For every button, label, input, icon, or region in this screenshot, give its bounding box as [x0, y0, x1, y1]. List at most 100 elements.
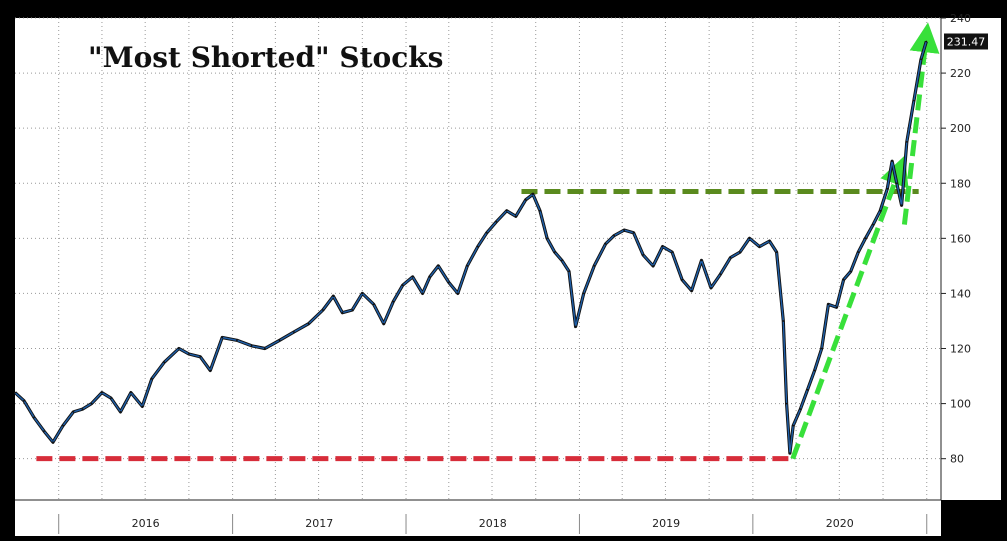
data-point: [849, 270, 852, 273]
data-point: [447, 281, 450, 284]
data-point: [361, 292, 364, 295]
data-point: [820, 347, 823, 350]
data-point: [188, 353, 190, 355]
trend-arrow: [901, 22, 940, 225]
data-point: [864, 237, 867, 240]
data-point: [322, 309, 324, 311]
data-point: [768, 240, 771, 243]
data-point: [485, 231, 488, 234]
data-point: [14, 391, 16, 394]
data-point: [891, 160, 893, 163]
data-point: [782, 320, 785, 322]
data-point: [895, 182, 898, 185]
data-point: [613, 234, 615, 237]
data-point: [178, 347, 180, 350]
data-point: [785, 402, 788, 405]
data-point: [514, 215, 517, 218]
data-point: [690, 289, 693, 292]
data-point: [671, 251, 673, 254]
data-point: [221, 336, 224, 339]
y-tick-label: 200: [950, 122, 971, 135]
data-point: [652, 265, 654, 267]
data-point: [119, 411, 122, 413]
data-point: [199, 355, 202, 358]
data-point: [293, 331, 295, 333]
data-point: [835, 306, 838, 309]
data-point: [476, 245, 479, 248]
data-point: [775, 251, 778, 254]
data-point: [719, 273, 722, 275]
data-point: [710, 287, 712, 289]
data-point: [925, 40, 928, 43]
data-point: [758, 245, 761, 248]
data-point: [913, 99, 915, 102]
data-point: [163, 361, 166, 364]
data-point: [920, 58, 922, 61]
chart-title: "Most Shorted" Stocks: [88, 41, 443, 74]
y-tick-label: 80: [950, 453, 964, 466]
annotations: [36, 22, 940, 462]
data-point: [700, 259, 703, 262]
last-value-label: 231.47: [947, 35, 986, 48]
y-tick-label: 140: [950, 287, 971, 300]
data-point: [842, 278, 845, 281]
data-point: [582, 292, 585, 295]
data-point: [110, 397, 112, 399]
x-tick-label: 2020: [826, 517, 854, 530]
data-point: [466, 265, 469, 267]
data-point: [341, 311, 344, 314]
data-point: [900, 204, 903, 207]
data-point: [827, 303, 830, 306]
data-point: [33, 416, 35, 419]
last-value-badge: [944, 33, 988, 50]
data-point: [43, 430, 45, 432]
x-tick-label: 2016: [132, 517, 160, 530]
data-point: [792, 424, 795, 427]
data-point: [278, 339, 281, 342]
data-point: [428, 276, 431, 278]
data-point: [209, 369, 212, 372]
data-point: [437, 265, 440, 267]
axes: 80 100 120 140 160 180 200 220 240 2016 2017 2018 20…: [15, 12, 988, 534]
grid: [15, 17, 941, 500]
data-point: [604, 243, 607, 245]
data-point: [799, 408, 802, 410]
data-point: [857, 251, 860, 254]
data-point: [372, 303, 375, 306]
x-axis-band: [15, 500, 941, 536]
x-tick-label: 2017: [305, 517, 333, 530]
data-point: [101, 391, 103, 394]
data-point: [561, 259, 563, 262]
data-point: [532, 193, 534, 196]
data-point: [539, 209, 541, 212]
data-point: [307, 322, 310, 325]
data-point: [524, 198, 527, 201]
data-point: [886, 187, 889, 190]
y-tick-label: 120: [950, 343, 971, 356]
data-point: [72, 411, 75, 413]
data-point: [632, 231, 635, 234]
data-point: [813, 369, 816, 372]
data-point: [739, 251, 741, 254]
data-point: [574, 325, 577, 328]
data-point: [421, 292, 424, 295]
data-point: [623, 229, 625, 232]
data-point: [52, 441, 54, 444]
data-point: [264, 347, 266, 350]
data-point: [62, 424, 64, 427]
y-tick-label: 100: [950, 398, 971, 411]
data-point: [905, 141, 908, 143]
data-point: [546, 237, 548, 240]
data-point: [505, 209, 508, 212]
y-tick-label: 240: [950, 12, 971, 25]
y-axis-band: [941, 18, 1001, 500]
x-tick-label: 2018: [479, 517, 507, 530]
data-point: [729, 256, 732, 259]
data-point: [23, 399, 25, 402]
data-point: [879, 209, 882, 212]
data-point: [332, 295, 335, 298]
x-tick-label: 2019: [652, 517, 680, 530]
data-point: [382, 322, 385, 325]
